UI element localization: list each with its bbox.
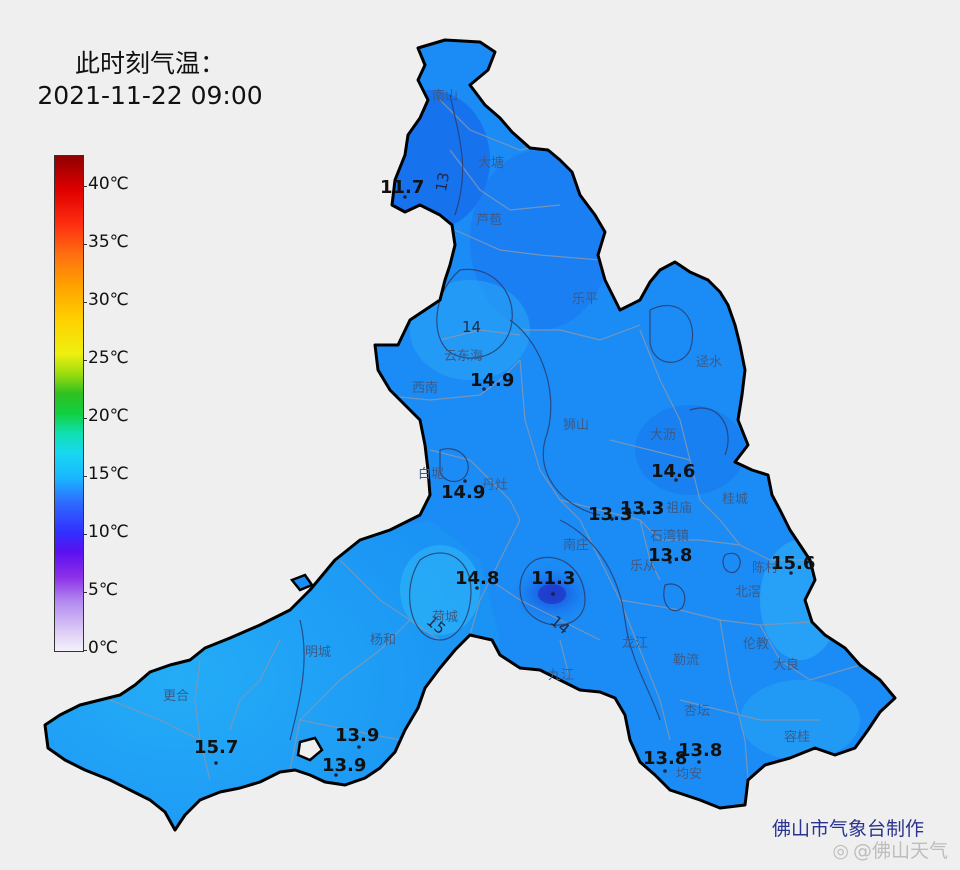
district-label: 芦苞 (476, 213, 502, 228)
station-value: 11.3 (531, 568, 575, 589)
station-value: 13.9 (322, 755, 366, 776)
district-label: 白坭 (418, 466, 444, 482)
watermark: ◎ @佛山天气 (832, 836, 948, 863)
district-labels: 南山 大塘 芦苞 乐平 迳水 云东海 西南 狮山 大沥 白坭 丹灶 祖庙 桂城 … (163, 88, 810, 782)
district-label: 祖庙 (666, 501, 692, 516)
boundary-islet (289, 573, 314, 592)
district-label: 乐从 (630, 559, 656, 574)
legend-tick (83, 592, 87, 593)
district-label: 均安 (676, 767, 702, 782)
district-label: 龙江 (622, 636, 648, 651)
station-value: 13.3 (620, 498, 664, 519)
legend-tick (83, 302, 87, 303)
district-label: 南山 (432, 88, 458, 104)
station-value: 14.9 (470, 370, 514, 391)
district-label: 杏坛 (684, 704, 710, 719)
legend-tick (83, 534, 87, 535)
district-label: 伦教 (743, 636, 769, 652)
isotherm-label: 13 (432, 171, 453, 193)
station-value: 14.8 (455, 568, 499, 589)
temperature-color-scale (54, 155, 84, 652)
district-label: 迳水 (696, 355, 722, 370)
legend-label-25: 25℃ (88, 348, 129, 368)
district-label: 更合 (163, 689, 189, 704)
title-timestamp: 2021-11-22 09:00 (37, 81, 263, 110)
legend-label-30: 30℃ (88, 290, 129, 310)
producer-credit: 佛山市气象台制作 (771, 818, 924, 840)
legend-label-35: 35℃ (88, 232, 129, 252)
district-label: 九江 (548, 668, 574, 683)
legend-tick (83, 476, 87, 477)
station-markers (214, 195, 793, 777)
map-title: 此时刻气温： 2021-11-22 09:00 (20, 48, 280, 112)
station-value: 14.6 (651, 461, 695, 482)
station-value: 15.6 (771, 553, 815, 574)
district-label: 乐平 (572, 292, 598, 307)
station-value: 13.8 (648, 545, 692, 566)
watermark-text: @佛山天气 (852, 840, 948, 862)
legend-label-15: 15℃ (88, 464, 129, 484)
district-label: 云东海 (444, 349, 483, 364)
station-value: 11.7 (380, 177, 424, 198)
district-label: 西南 (412, 380, 438, 396)
district-label: 北滘 (735, 585, 761, 600)
district-label: 大塘 (478, 155, 504, 171)
legend-tick (83, 360, 87, 361)
district-label: 石湾镇 (650, 528, 689, 544)
district-label: 大沥 (650, 428, 676, 443)
legend-label-0: 0℃ (88, 638, 118, 658)
district-label: 容桂 (784, 729, 810, 745)
district-label: 荷城 (432, 610, 458, 625)
title-line-1: 此时刻气温： (74, 49, 225, 78)
legend-label-20: 20℃ (88, 406, 129, 426)
legend-tick (83, 650, 87, 651)
legend-tick (83, 418, 87, 419)
district-label: 陈村 (752, 560, 778, 576)
station-value: 13.8 (643, 748, 687, 769)
station-value: 15.7 (194, 737, 238, 758)
district-boundaries (109, 99, 861, 781)
isotherm-label: 14 (462, 318, 481, 336)
isotherm-lines (289, 94, 741, 741)
legend-tick (83, 186, 87, 187)
district-label: 狮山 (563, 418, 589, 433)
boundary-enclave (296, 736, 324, 762)
station-value: 13.3 (588, 504, 632, 525)
district-label: 大良 (773, 657, 799, 673)
legend-tick (83, 244, 87, 245)
district-label: 桂城 (722, 492, 748, 507)
legend-label-10: 10℃ (88, 522, 129, 542)
district-label: 杨和 (370, 633, 396, 648)
legend-label-5: 5℃ (88, 580, 118, 600)
weibo-icon: ◎ (832, 840, 849, 862)
station-value: 13.8 (678, 740, 722, 761)
station-value: 13.9 (335, 725, 379, 746)
district-label: 丹灶 (482, 478, 508, 493)
legend-label-40: 40℃ (88, 174, 129, 194)
district-label: 明城 (305, 645, 331, 660)
district-label: 勒流 (673, 653, 699, 668)
station-value: 14.9 (441, 482, 485, 503)
city-boundary (43, 38, 897, 832)
station-values: 11.7 14.9 14.9 14.6 13.3 13.3 13.8 15.6 … (194, 177, 815, 776)
district-label: 南庄 (563, 537, 589, 553)
